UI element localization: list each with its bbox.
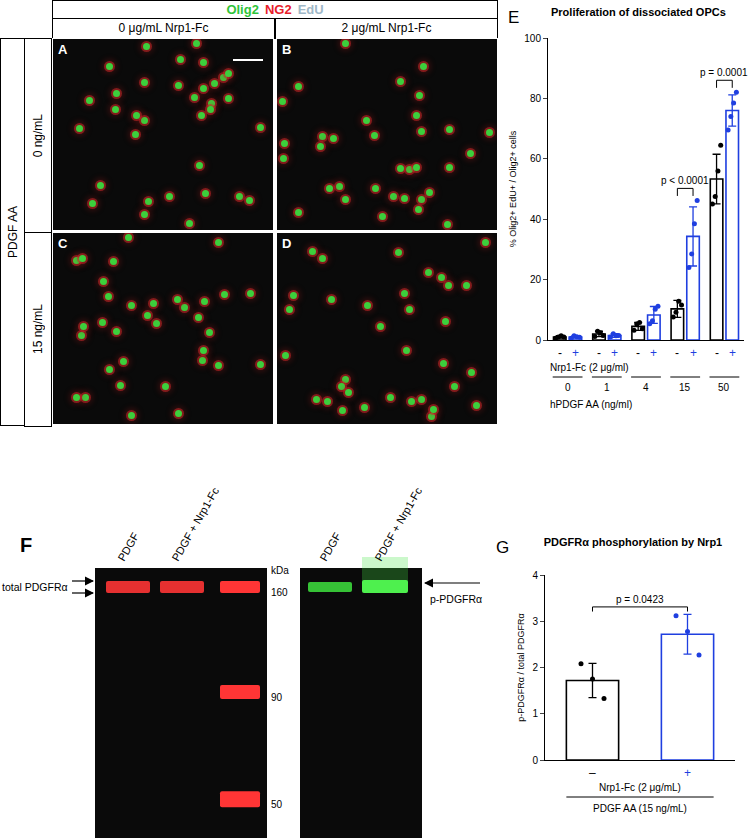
svg-text:PDGF: PDGF <box>317 530 343 563</box>
html-text:PDGF AA: PDGF AA <box>5 206 20 258</box>
svg-text:15: 15 <box>679 382 691 393</box>
svg-text:PDGFRα phosphorylation by Nrp1: PDGFRα phosphorylation by Nrp1 <box>544 536 723 548</box>
html-text:0 μg/mL Nrp1-Fc: 0 μg/mL Nrp1-Fc <box>118 21 209 35</box>
svg-text:PDGF + Nrp1-Fc: PDGF + Nrp1-Fc <box>372 485 424 563</box>
svg-text:Proliferation of dissociated O: Proliferation of dissociated OPCs <box>551 6 726 18</box>
svg-text:100: 100 <box>524 33 541 44</box>
svg-text:-: - <box>675 346 679 360</box>
svg-text:+: + <box>684 766 691 780</box>
svg-text:kDa: kDa <box>271 565 289 576</box>
html-text:D: D <box>282 236 292 251</box>
svg-text:Nrp1-Fc (2 μg/ml): Nrp1-Fc (2 μg/ml) <box>550 362 629 373</box>
svg-text:1: 1 <box>532 708 538 719</box>
html-text:Olig2 NG2 EdU: Olig2 NG2 EdU <box>226 2 324 17</box>
svg-text:p = 0.0001: p = 0.0001 <box>700 67 748 78</box>
svg-text:2: 2 <box>532 662 538 673</box>
html-text:0 ng/mL: 0 ng/mL <box>31 113 45 158</box>
svg-text:50: 50 <box>271 799 283 810</box>
svg-text:90: 90 <box>271 692 283 703</box>
svg-text:F: F <box>20 534 32 556</box>
html-text:15 ng/mL: 15 ng/mL <box>31 304 45 355</box>
html-text:A: A <box>58 42 68 57</box>
svg-text:p-PDGFRα / total PDGFRα: p-PDGFRα / total PDGFRα <box>516 613 526 721</box>
svg-text:40: 40 <box>530 214 542 225</box>
svg-text:p-PDGFRα: p-PDGFRα <box>430 593 482 605</box>
svg-text:160: 160 <box>271 587 288 598</box>
svg-text:4: 4 <box>532 570 538 581</box>
svg-text:60: 60 <box>530 153 542 164</box>
svg-text:0: 0 <box>565 382 571 393</box>
svg-text:-: - <box>597 346 601 360</box>
svg-text:80: 80 <box>530 93 542 104</box>
html-text:C: C <box>58 236 68 251</box>
html-text:2 μg/mL Nrp1-Fc: 2 μg/mL Nrp1-Fc <box>341 21 432 35</box>
svg-text:4: 4 <box>643 382 649 393</box>
svg-text:3: 3 <box>532 616 538 627</box>
svg-text:-: - <box>558 346 562 360</box>
svg-text:-: - <box>715 346 719 360</box>
html-text:B: B <box>282 42 292 57</box>
svg-text:p = 0.0423: p = 0.0423 <box>616 594 664 605</box>
svg-text:+: + <box>611 346 618 360</box>
svg-text:E: E <box>508 8 519 27</box>
svg-text:0: 0 <box>535 335 541 346</box>
svg-text:–: – <box>589 766 596 780</box>
svg-text:hPDGF AA (ng/ml): hPDGF AA (ng/ml) <box>550 399 632 410</box>
svg-text:total PDGFRα: total PDGFRα <box>2 581 68 593</box>
svg-text:1: 1 <box>604 382 610 393</box>
svg-text:PDGF: PDGF <box>115 530 141 563</box>
svg-text:+: + <box>572 346 579 360</box>
svg-text:PDGF + Nrp1-Fc: PDGF + Nrp1-Fc <box>169 485 221 563</box>
svg-text:PDGF AA (15 ng/mL): PDGF AA (15 ng/mL) <box>593 803 687 814</box>
svg-text:p < 0.0001: p < 0.0001 <box>661 175 709 186</box>
svg-text:+: + <box>650 346 657 360</box>
svg-text:0: 0 <box>532 755 538 766</box>
svg-text:20: 20 <box>530 274 542 285</box>
svg-text:G: G <box>496 538 509 557</box>
svg-text:+: + <box>690 346 697 360</box>
svg-text:% Olig2+ EdU+ / Olig2+ cells: % Olig2+ EdU+ / Olig2+ cells <box>508 130 518 247</box>
svg-text:+: + <box>729 346 736 360</box>
svg-text:Nrp1-Fc (2 μg/mL): Nrp1-Fc (2 μg/mL) <box>599 782 681 793</box>
svg-text:50: 50 <box>718 382 730 393</box>
svg-text:-: - <box>636 346 640 360</box>
